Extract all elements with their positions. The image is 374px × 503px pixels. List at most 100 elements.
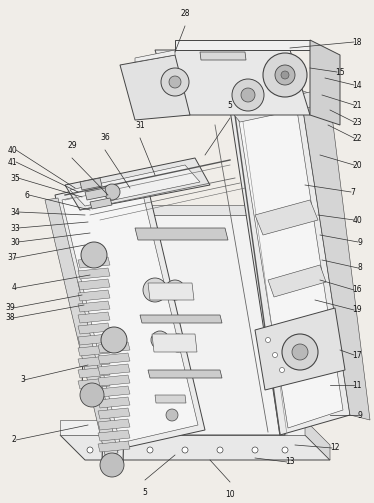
Polygon shape — [230, 90, 350, 435]
Circle shape — [217, 447, 223, 453]
Text: 19: 19 — [352, 305, 362, 314]
Polygon shape — [148, 370, 222, 378]
Text: 23: 23 — [352, 118, 362, 126]
Polygon shape — [78, 378, 110, 389]
Text: 28: 28 — [180, 9, 190, 18]
Text: 35: 35 — [10, 174, 20, 183]
Polygon shape — [98, 419, 130, 430]
Text: 30: 30 — [10, 237, 20, 246]
Polygon shape — [98, 397, 130, 408]
Polygon shape — [230, 92, 320, 122]
Circle shape — [281, 71, 289, 79]
Polygon shape — [90, 198, 112, 209]
Polygon shape — [175, 40, 310, 50]
Polygon shape — [255, 200, 318, 235]
Polygon shape — [55, 175, 205, 450]
Polygon shape — [135, 50, 175, 62]
Polygon shape — [98, 430, 130, 441]
Text: 33: 33 — [10, 223, 20, 232]
Circle shape — [161, 68, 189, 96]
Polygon shape — [98, 441, 130, 452]
Text: 37: 37 — [7, 254, 17, 263]
Polygon shape — [155, 50, 310, 115]
Text: 40: 40 — [352, 215, 362, 224]
Circle shape — [169, 334, 187, 352]
Polygon shape — [85, 188, 107, 200]
Circle shape — [147, 447, 153, 453]
Polygon shape — [238, 97, 343, 428]
Circle shape — [232, 79, 264, 111]
Circle shape — [266, 338, 270, 343]
Circle shape — [81, 242, 107, 268]
Polygon shape — [268, 265, 326, 297]
Polygon shape — [78, 345, 110, 356]
Polygon shape — [70, 165, 200, 206]
Text: 34: 34 — [10, 208, 20, 216]
Text: 20: 20 — [352, 160, 362, 170]
Text: 18: 18 — [353, 38, 362, 46]
Polygon shape — [95, 205, 255, 215]
Circle shape — [169, 76, 181, 88]
Circle shape — [101, 327, 127, 353]
Polygon shape — [60, 435, 330, 460]
Polygon shape — [78, 334, 110, 345]
Text: 13: 13 — [285, 458, 295, 466]
Polygon shape — [78, 279, 110, 290]
Polygon shape — [78, 257, 110, 268]
Polygon shape — [98, 364, 130, 375]
Polygon shape — [255, 205, 285, 435]
Polygon shape — [78, 367, 110, 378]
Polygon shape — [78, 312, 110, 323]
Polygon shape — [78, 268, 110, 279]
Text: 6: 6 — [25, 191, 30, 200]
Polygon shape — [60, 420, 305, 435]
Circle shape — [279, 368, 285, 373]
Circle shape — [151, 331, 169, 349]
Text: 22: 22 — [353, 133, 362, 142]
Polygon shape — [78, 356, 110, 367]
Text: 29: 29 — [67, 141, 77, 150]
Circle shape — [252, 447, 258, 453]
Text: 38: 38 — [5, 313, 15, 322]
Polygon shape — [98, 353, 130, 364]
Circle shape — [263, 53, 307, 97]
Text: 39: 39 — [5, 303, 15, 312]
Polygon shape — [78, 301, 110, 312]
Polygon shape — [78, 323, 110, 334]
Text: 5: 5 — [227, 101, 232, 110]
Text: 4: 4 — [12, 284, 17, 293]
Circle shape — [273, 353, 278, 358]
Polygon shape — [95, 215, 285, 435]
Polygon shape — [98, 375, 130, 386]
Circle shape — [282, 447, 288, 453]
Circle shape — [182, 447, 188, 453]
Polygon shape — [300, 90, 370, 420]
Polygon shape — [78, 290, 110, 301]
Text: 8: 8 — [357, 264, 362, 273]
Polygon shape — [120, 55, 190, 120]
Polygon shape — [155, 395, 186, 403]
Polygon shape — [255, 308, 345, 390]
Circle shape — [143, 278, 167, 302]
Circle shape — [87, 447, 93, 453]
Text: 16: 16 — [352, 286, 362, 294]
Text: 9: 9 — [357, 410, 362, 420]
Polygon shape — [98, 342, 130, 353]
Circle shape — [282, 334, 318, 370]
Polygon shape — [140, 315, 222, 323]
Polygon shape — [310, 40, 340, 125]
Polygon shape — [98, 386, 130, 397]
Polygon shape — [80, 178, 102, 190]
Circle shape — [292, 344, 308, 360]
Polygon shape — [200, 52, 246, 60]
Polygon shape — [62, 182, 198, 443]
Polygon shape — [148, 283, 194, 300]
Text: 14: 14 — [352, 80, 362, 90]
Text: 40: 40 — [8, 145, 18, 154]
Text: 36: 36 — [100, 133, 110, 142]
Text: 12: 12 — [331, 444, 340, 453]
Circle shape — [80, 383, 104, 407]
Circle shape — [100, 453, 124, 477]
Polygon shape — [135, 228, 228, 240]
Circle shape — [112, 447, 118, 453]
